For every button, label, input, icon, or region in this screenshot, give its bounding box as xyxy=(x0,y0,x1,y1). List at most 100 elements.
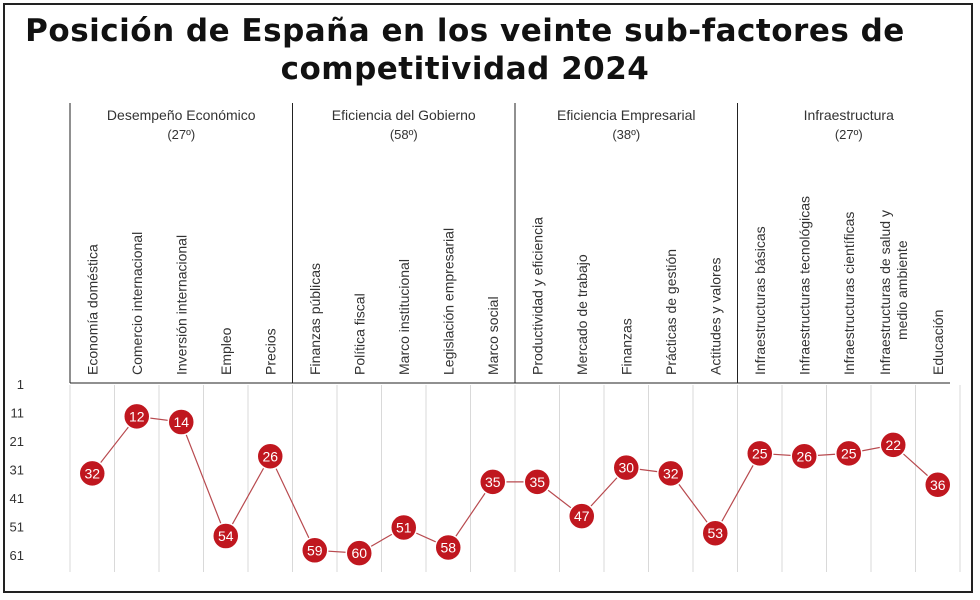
category-label-text: Comercio internacional xyxy=(129,232,145,375)
data-point: 36 xyxy=(924,471,952,499)
data-point-marker xyxy=(523,468,551,496)
category-label: Finanzas públicas xyxy=(307,263,323,375)
data-point-label: 25 xyxy=(752,445,768,461)
category-label: Actitudes y valores xyxy=(707,258,723,376)
y-tick-label: 41 xyxy=(10,491,24,506)
group-rank: (38º) xyxy=(612,127,640,142)
data-point-label: 35 xyxy=(529,474,545,490)
category-label: Educación xyxy=(930,310,946,375)
data-point: 35 xyxy=(479,468,507,496)
category-label: Empleo xyxy=(218,327,234,375)
category-label: Infraestructuras de salud y medio ambient… xyxy=(877,210,910,375)
category-label-text: Finanzas xyxy=(618,318,634,375)
data-point: 25 xyxy=(746,439,774,468)
data-point: 25 xyxy=(835,439,863,468)
y-tick-label: 61 xyxy=(10,548,24,563)
category-label-text: Economía doméstica xyxy=(84,244,100,375)
category-label-text: Actitudes y valores xyxy=(707,258,723,376)
title-line-1: Posición de España en los veinte sub-fac… xyxy=(25,13,905,49)
data-point-marker xyxy=(167,408,195,436)
data-point: 26 xyxy=(790,442,818,470)
category-label-text: Infraestructuras de salud y xyxy=(877,210,893,375)
data-point-label: 53 xyxy=(707,525,723,541)
category-label: Mercado de trabajo xyxy=(574,254,590,375)
group-name: Desempeño Económico xyxy=(107,107,256,123)
category-label: Finanzas xyxy=(618,318,634,375)
category-label: Política fiscal xyxy=(351,293,367,375)
category-label-text: Mercado de trabajo xyxy=(574,254,590,375)
data-point-label: 32 xyxy=(84,465,100,481)
category-label: Infraestructuras científicas xyxy=(841,212,857,375)
data-point-label: 30 xyxy=(618,460,634,476)
data-point: 22 xyxy=(879,431,907,459)
data-point-marker xyxy=(434,533,462,562)
data-point-marker xyxy=(657,459,685,488)
category-label-text: medio ambiente xyxy=(894,240,910,340)
category-label: Marco institucional xyxy=(396,259,412,375)
data-point-marker xyxy=(123,402,151,431)
y-tick-label: 51 xyxy=(10,520,24,535)
category-label: Infraestructuras tecnológicas xyxy=(796,196,812,375)
y-tick-label: 1 xyxy=(17,377,24,392)
group-name: Eficiencia Empresarial xyxy=(557,107,696,123)
data-point-marker xyxy=(612,453,640,482)
data-point-marker xyxy=(390,513,418,542)
category-label-text: Legislación empresarial xyxy=(440,228,456,375)
category-label-text: Finanzas públicas xyxy=(307,263,323,375)
data-point-marker xyxy=(701,519,729,547)
data-point-label: 26 xyxy=(796,448,812,464)
category-label: Legislación empresarial xyxy=(440,228,456,375)
data-point: 26 xyxy=(256,442,284,470)
category-label-text: Infraestructuras básicas xyxy=(752,226,768,375)
group-name: Infraestructura xyxy=(804,107,894,123)
category-label: Marco social xyxy=(485,296,501,375)
data-point-marker xyxy=(256,442,284,470)
data-point-label: 22 xyxy=(885,437,901,453)
data-point-label: 51 xyxy=(396,520,412,536)
category-label-text: Productividad y eficiencia xyxy=(529,217,545,375)
data-point: 14 xyxy=(167,408,195,436)
data-point: 30 xyxy=(612,453,640,482)
chart-title: Posición de España en los veinte sub-fac… xyxy=(0,12,930,88)
data-point-label: 60 xyxy=(351,545,367,561)
category-label-text: Prácticas de gestión xyxy=(663,249,679,375)
data-point-label: 58 xyxy=(440,539,456,555)
data-point-label: 35 xyxy=(485,474,501,490)
y-tick-label: 11 xyxy=(11,406,25,421)
category-label-text: Marco social xyxy=(485,296,501,375)
data-point-marker xyxy=(78,459,106,488)
category-label: Prácticas de gestión xyxy=(663,249,679,375)
data-point-label: 32 xyxy=(663,465,679,481)
category-label-text: Inversión internacional xyxy=(173,235,189,375)
data-point: 35 xyxy=(523,468,551,496)
data-point-marker xyxy=(790,442,818,470)
data-point-label: 36 xyxy=(930,477,946,493)
data-point: 32 xyxy=(78,459,106,488)
data-point: 54 xyxy=(212,522,240,550)
category-label: Precios xyxy=(262,328,278,375)
category-label-text: Infraestructuras tecnológicas xyxy=(796,196,812,375)
category-label-text: Marco institucional xyxy=(396,259,412,375)
y-tick-label: 31 xyxy=(10,463,24,478)
group-rank: (27º) xyxy=(835,127,863,142)
group-name: Eficiencia del Gobierno xyxy=(332,107,476,123)
data-point-label: 26 xyxy=(262,448,278,464)
category-label: Comercio internacional xyxy=(129,232,145,375)
data-point-marker xyxy=(345,539,373,567)
data-point-marker xyxy=(835,439,863,468)
data-point-marker xyxy=(879,431,907,459)
data-point: 32 xyxy=(657,459,685,488)
data-point: 51 xyxy=(390,513,418,542)
data-point-label: 25 xyxy=(841,445,857,461)
data-point: 53 xyxy=(701,519,729,547)
group-rank: (27º) xyxy=(167,127,195,142)
category-label-text: Educación xyxy=(930,310,946,375)
data-point-label: 14 xyxy=(173,414,189,430)
data-point-label: 59 xyxy=(307,542,323,558)
data-point: 12 xyxy=(123,402,151,431)
data-point: 58 xyxy=(434,533,462,562)
group-rank: (58º) xyxy=(390,127,418,142)
data-point: 59 xyxy=(301,536,329,565)
data-point-marker xyxy=(479,468,507,496)
